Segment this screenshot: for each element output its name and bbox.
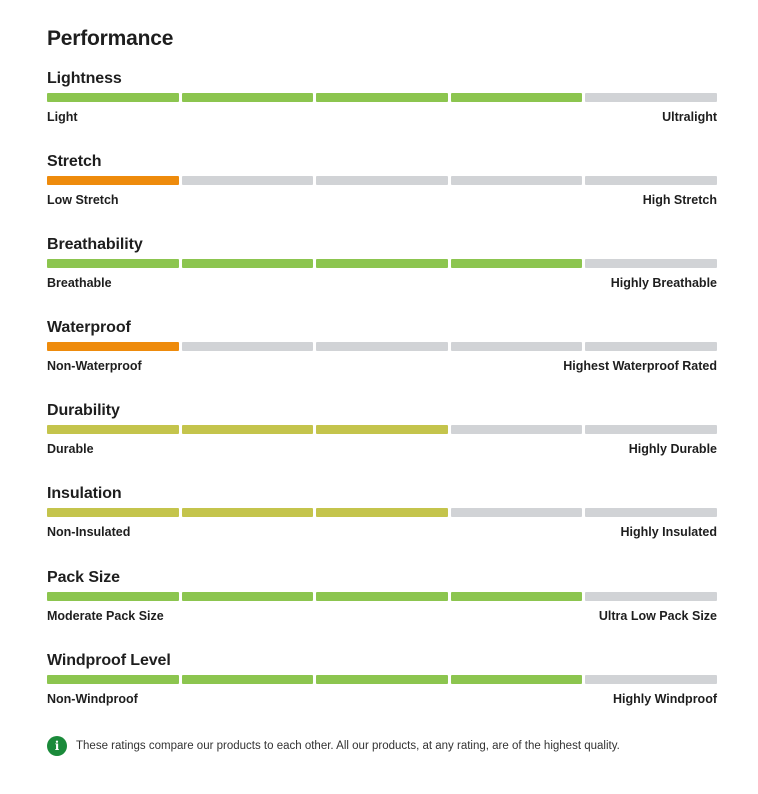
rating-segment-filled <box>316 508 448 517</box>
ratings-note: i These ratings compare our products to … <box>47 736 620 756</box>
rating-segment-empty <box>450 176 583 185</box>
rating-segment-filled <box>47 675 179 684</box>
metric-name: Lightness <box>47 70 122 87</box>
rating-segment-empty <box>181 342 314 351</box>
rating-bar <box>47 259 717 268</box>
rating-segment-empty <box>585 342 717 351</box>
metric-breathability: Breathability Breathable Highly Breathabl… <box>47 236 717 296</box>
section-title: Performance <box>47 27 174 50</box>
rating-segment-filled <box>47 508 179 517</box>
metric-durability: Durability Durable Highly Durable <box>47 402 717 462</box>
rating-segment-empty <box>316 342 448 351</box>
rating-segment-empty <box>585 176 717 185</box>
scale-low-label: Low Stretch <box>47 193 119 207</box>
rating-segment-filled <box>316 592 448 601</box>
rating-segment-filled <box>181 259 314 268</box>
rating-segment-empty <box>585 425 717 434</box>
rating-segment-filled <box>181 508 314 517</box>
rating-segment-empty <box>450 342 583 351</box>
rating-segment-empty <box>450 425 583 434</box>
scale-low-label: Moderate Pack Size <box>47 609 164 623</box>
rating-segment-filled <box>316 675 448 684</box>
info-icon: i <box>47 736 67 756</box>
rating-segment-filled <box>47 425 179 434</box>
scale-low-label: Durable <box>47 442 94 456</box>
scale-low-label: Breathable <box>47 276 112 290</box>
rating-segment-filled <box>181 93 314 102</box>
rating-segment-filled <box>47 93 179 102</box>
rating-segment-empty <box>585 93 717 102</box>
scale-low-label: Non-Windproof <box>47 692 138 706</box>
metric-name: Windproof Level <box>47 652 171 669</box>
metric-pack-size: Pack Size Moderate Pack Size Ultra Low Pa… <box>47 569 717 629</box>
rating-segment-filled <box>181 425 314 434</box>
rating-segment-empty <box>585 675 717 684</box>
scale-high-label: Highly Durable <box>628 442 717 456</box>
metric-stretch: Stretch Low Stretch High Stretch <box>47 153 717 213</box>
metric-windproof-level: Windproof Level Non-Windproof Highly Wind… <box>47 652 717 712</box>
scale-high-label: Highly Windproof <box>612 692 717 706</box>
rating-segment-empty <box>585 592 717 601</box>
metric-name: Pack Size <box>47 569 120 586</box>
metric-name: Stretch <box>47 153 102 170</box>
rating-bar <box>47 592 717 601</box>
rating-segment-filled <box>316 93 448 102</box>
metric-lightness: Lightness Light Ultralight <box>47 70 717 130</box>
rating-bar <box>47 342 717 351</box>
rating-segment-filled <box>316 259 448 268</box>
rating-segment-filled <box>450 675 583 684</box>
metric-name: Durability <box>47 402 120 419</box>
rating-bar <box>47 508 717 517</box>
rating-segment-filled <box>47 259 179 268</box>
rating-segment-empty <box>181 176 314 185</box>
rating-segment-filled <box>181 675 314 684</box>
rating-segment-filled <box>450 259 583 268</box>
scale-low-label: Light <box>47 110 78 124</box>
metric-name: Breathability <box>47 236 143 253</box>
note-text: These ratings compare our products to ea… <box>76 740 620 752</box>
rating-segment-filled <box>316 425 448 434</box>
rating-bar <box>47 176 717 185</box>
scale-low-label: Non-Insulated <box>47 525 131 539</box>
rating-segment-empty <box>450 508 583 517</box>
scale-high-label: Highly Insulated <box>620 525 717 539</box>
rating-segment-filled <box>450 592 583 601</box>
metric-name: Insulation <box>47 485 122 502</box>
scale-high-label: Highly Breathable <box>610 276 717 290</box>
scale-high-label: Ultra Low Pack Size <box>598 609 717 623</box>
scale-high-label: Ultralight <box>662 110 717 124</box>
metric-waterproof: Waterproof Non-Waterproof Highest Waterpr… <box>47 319 717 379</box>
rating-bar <box>47 93 717 102</box>
rating-segment-filled <box>450 93 583 102</box>
rating-segment-filled <box>47 592 179 601</box>
metric-insulation: Insulation Non-Insulated Highly Insulated <box>47 485 717 545</box>
metric-name: Waterproof <box>47 319 131 336</box>
rating-segment-filled <box>47 342 179 351</box>
rating-segment-filled <box>181 592 314 601</box>
rating-segment-empty <box>585 508 717 517</box>
rating-bar <box>47 675 717 684</box>
rating-segment-empty <box>585 259 717 268</box>
scale-low-label: Non-Waterproof <box>47 359 142 373</box>
rating-segment-empty <box>316 176 448 185</box>
rating-bar <box>47 425 717 434</box>
scale-high-label: High Stretch <box>642 193 717 207</box>
rating-segment-filled <box>47 176 179 185</box>
scale-high-label: Highest Waterproof Rated <box>563 359 717 373</box>
